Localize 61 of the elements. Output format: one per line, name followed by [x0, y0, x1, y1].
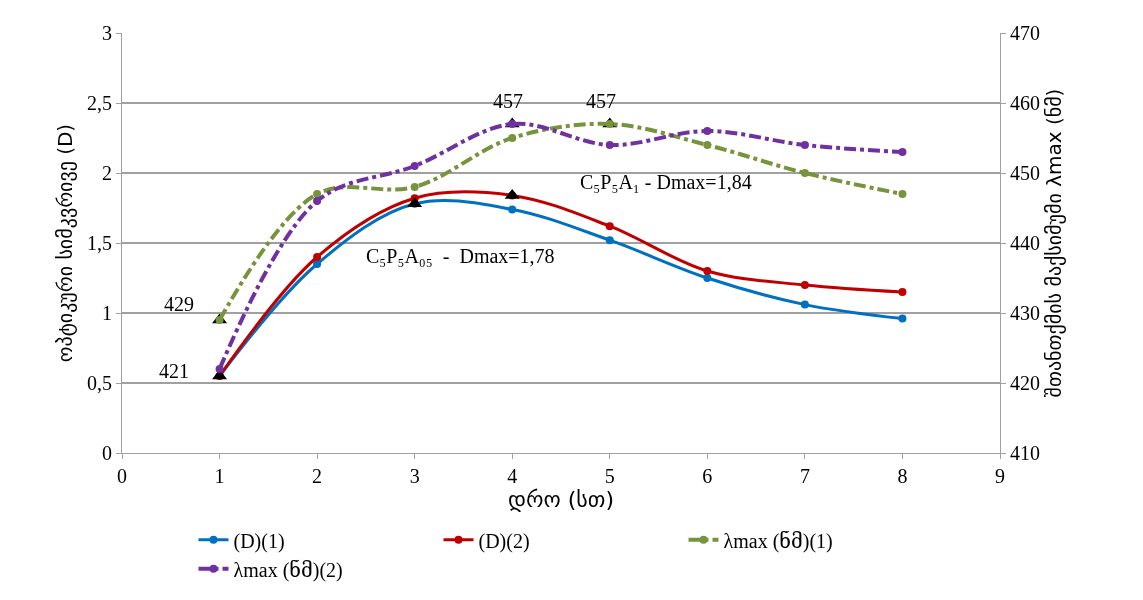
point: [410, 183, 419, 191]
y-tick-label: 2,5: [87, 92, 112, 114]
legend-label: (D)(2): [478, 529, 530, 553]
annotation: 457: [586, 90, 616, 112]
annotation: C₅P₅A₀₅ - Dmax=1,78: [366, 245, 555, 267]
legend-label: (D)(1): [233, 529, 285, 553]
y-tick-label: 0,5: [87, 372, 112, 394]
legend-label: λmax (ნმ)(1): [723, 529, 833, 553]
x-tick-label: 1: [214, 465, 225, 487]
point: [508, 205, 517, 214]
y-tick-label: 2: [102, 162, 112, 184]
annotation: 457: [493, 90, 523, 112]
x-axis-title: დრო (სთ): [507, 487, 615, 512]
y2-tick-label: 430: [1010, 302, 1040, 324]
point: [313, 260, 322, 268]
x-tick-label: 5: [604, 465, 615, 487]
point: [215, 365, 224, 373]
point: [313, 253, 322, 261]
annotation: 421: [159, 360, 189, 382]
y-axis-title: ოპტიკური სიმკვრივე (D): [53, 123, 77, 363]
point: [800, 281, 809, 289]
x-tick-label: 9: [995, 465, 1005, 487]
legend-label: λmax (ნმ)(2): [233, 558, 343, 582]
y2-tick-label: 470: [1010, 22, 1040, 44]
point: [703, 127, 712, 135]
point: [800, 169, 809, 177]
y-tick-label: 1: [102, 302, 112, 324]
point: [898, 148, 907, 156]
point: [605, 141, 614, 149]
x-tick-label: 0: [117, 465, 127, 487]
y-tick-label: 0: [102, 442, 112, 464]
point: [898, 314, 907, 323]
point: [800, 141, 809, 149]
x-tick-label: 6: [702, 465, 713, 487]
x-tick-label: 3: [409, 465, 420, 487]
y-tick-label: 3: [102, 22, 112, 44]
y2-tick-label: 420: [1010, 372, 1040, 394]
point: [313, 190, 322, 198]
x-tick-label: 8: [897, 465, 908, 487]
point: [605, 222, 614, 231]
point: [898, 288, 907, 296]
point: [703, 267, 712, 275]
annotation: C₅P₅A₁ - Dmax=1,84: [580, 171, 752, 193]
x-tick-label: 7: [799, 465, 810, 487]
point: [703, 141, 712, 149]
y2-tick-label: 460: [1010, 92, 1040, 114]
annotation: 429: [164, 293, 194, 315]
point: [703, 274, 712, 282]
point: [508, 134, 517, 142]
y-tick-label: 1,5: [87, 232, 112, 254]
point: [800, 300, 809, 309]
point: [605, 236, 614, 245]
y2-tick-label: 440: [1010, 232, 1040, 254]
y2-tick-label: 410: [1010, 442, 1040, 464]
y2-axis-title: შთანთქმის მაქსიმუმი λmax (ნმ): [1042, 88, 1066, 398]
x-tick-label: 4: [507, 465, 518, 487]
y2-tick-label: 450: [1010, 162, 1040, 184]
point: [898, 190, 907, 198]
x-tick-label: 2: [312, 465, 323, 487]
point: [410, 162, 419, 170]
point: [313, 197, 322, 205]
